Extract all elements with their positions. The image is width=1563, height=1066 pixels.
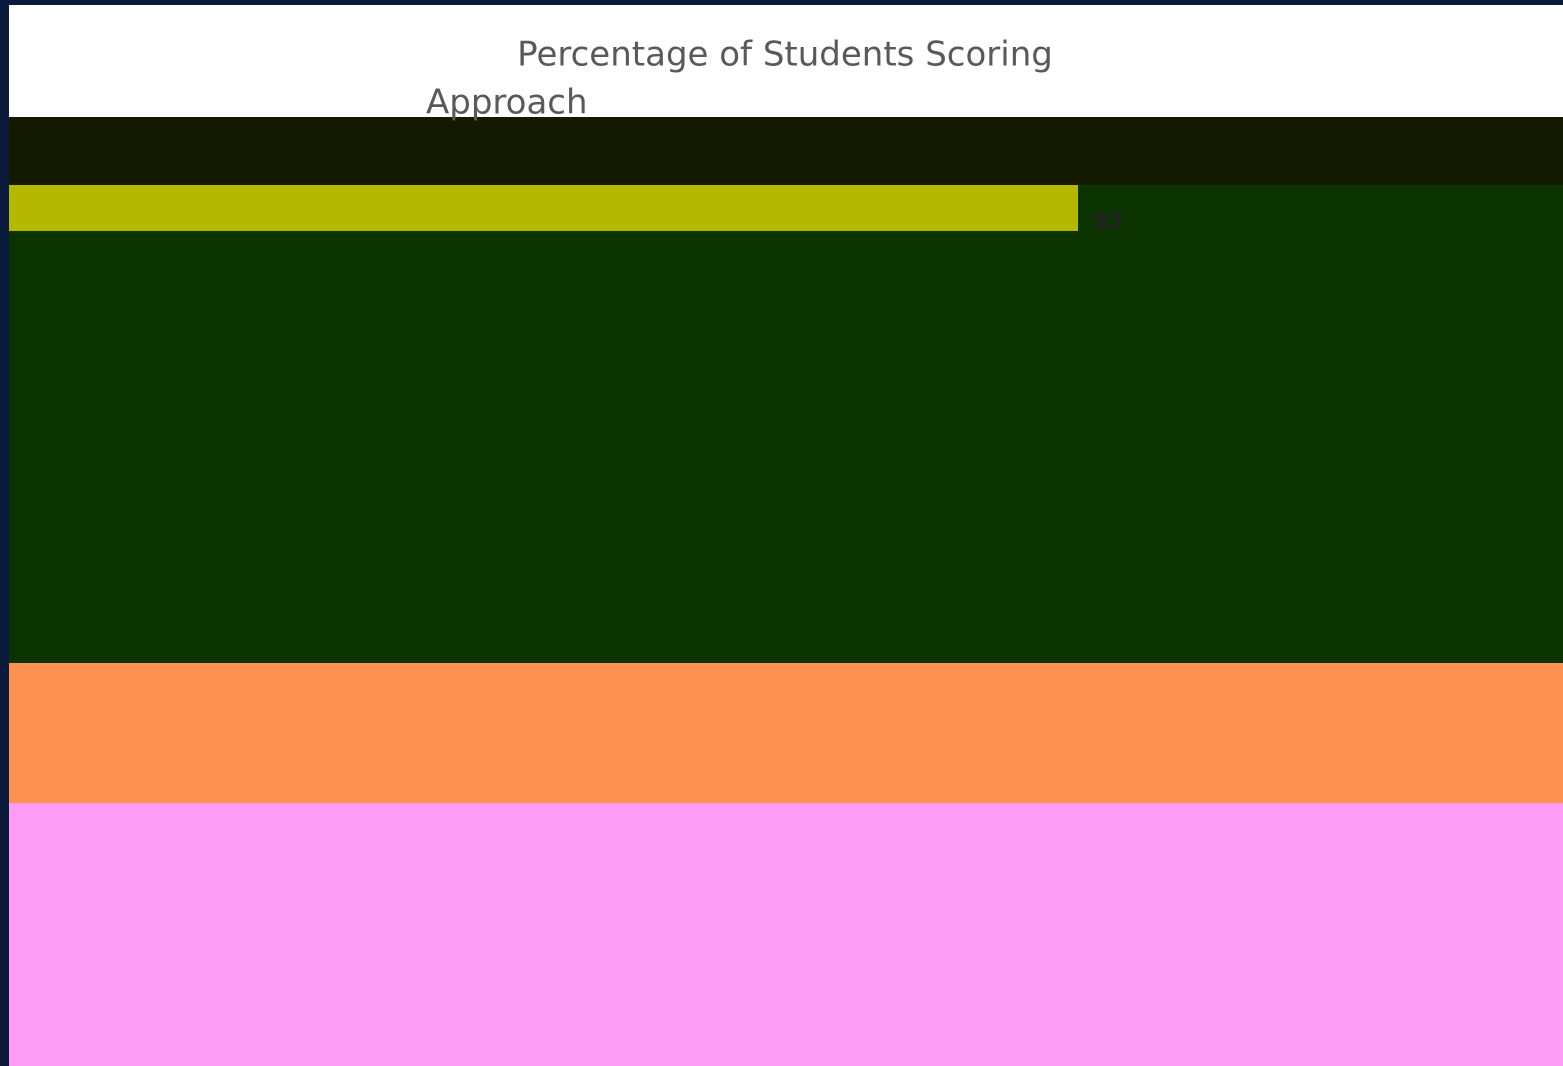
chart-title: Percentage of Students Scoring	[517, 35, 1053, 75]
bar	[9, 185, 1079, 231]
band-dark	[9, 117, 1563, 185]
data-label: 83	[1093, 210, 1124, 235]
chart-subtitle: Approach	[426, 83, 588, 123]
band-pink	[9, 803, 1563, 1066]
band-orange	[9, 663, 1563, 803]
title-area	[9, 5, 1563, 117]
